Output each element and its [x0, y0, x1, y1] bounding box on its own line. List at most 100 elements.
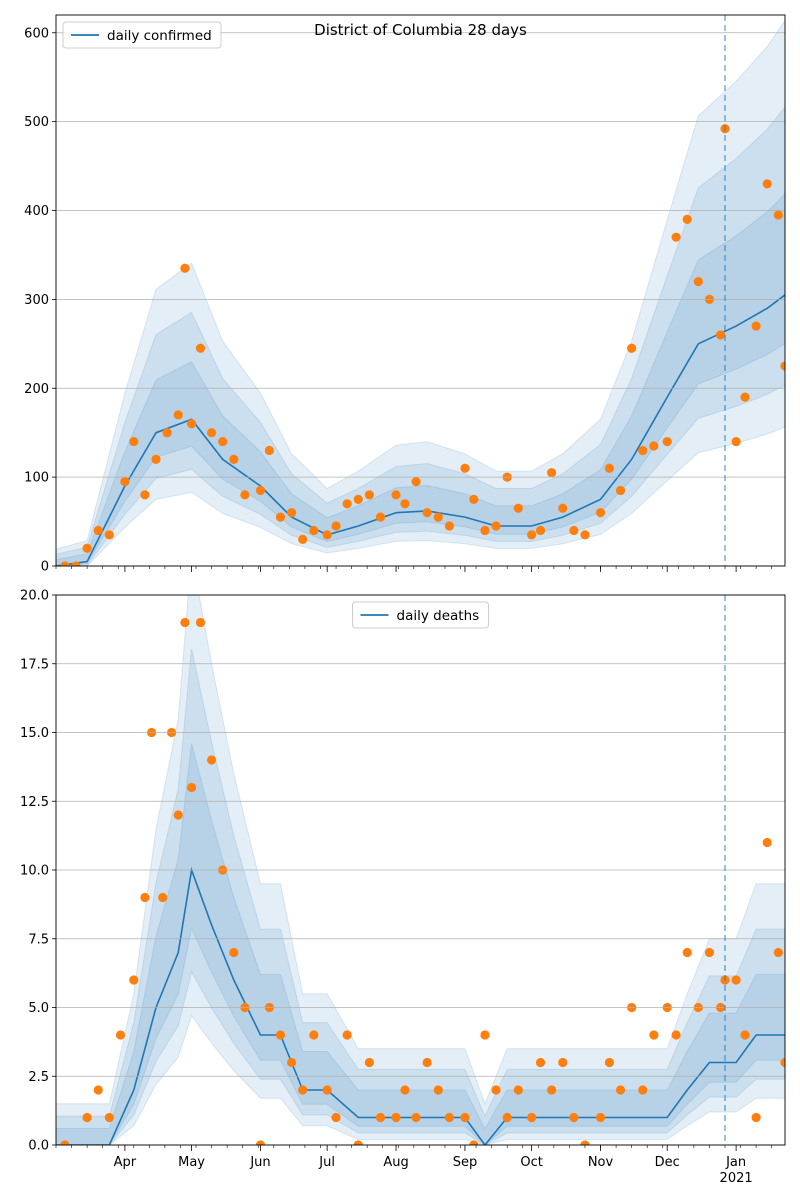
- data-point: [558, 503, 568, 513]
- plot-area: [56, 19, 785, 566]
- data-point: [762, 179, 772, 189]
- data-point: [400, 1085, 410, 1095]
- y-tick-label: 600: [24, 26, 49, 41]
- x-tick-label: Jan: [725, 1155, 746, 1170]
- y-tick-label: 100: [24, 471, 49, 486]
- data-point: [364, 1057, 374, 1068]
- data-point: [513, 503, 523, 513]
- x-tick-label: Aug: [383, 1155, 408, 1170]
- data-point: [375, 512, 386, 522]
- data-point: [375, 1112, 386, 1123]
- uncertainty-band-2: [56, 106, 785, 566]
- data-point: [173, 810, 183, 820]
- legend-box: [62, 21, 222, 49]
- data-point: [444, 521, 454, 531]
- data-point: [460, 463, 470, 473]
- data-point: [671, 1030, 681, 1040]
- data-point: [104, 1112, 114, 1123]
- data-point: [93, 525, 103, 536]
- data-point: [638, 1085, 648, 1095]
- y-tick-label: 17.5: [20, 657, 49, 672]
- data-point: [353, 494, 363, 504]
- y-tick-label: 500: [24, 115, 49, 130]
- data-point: [322, 530, 332, 540]
- data-point: [527, 1112, 537, 1123]
- data-point: [615, 485, 626, 496]
- data-point: [580, 530, 590, 540]
- data-point: [229, 454, 239, 464]
- legend-box: [352, 601, 489, 629]
- data-point: [480, 1030, 490, 1040]
- data-point: [762, 837, 772, 848]
- y-tick-label: 400: [24, 204, 49, 219]
- data-point: [104, 530, 114, 540]
- data-point: [604, 1057, 615, 1068]
- data-point: [240, 490, 250, 500]
- data-point: [682, 214, 692, 225]
- data-point: [460, 1112, 470, 1123]
- data-point: [751, 321, 761, 331]
- deaths-panel: 0.0 2.5 5.0 7.5 10.0 12.5 15.0 17.5 20.0 Apr May Ju…: [20, 589, 786, 1186]
- x-year-label: 2021: [720, 1171, 753, 1186]
- data-point: [627, 343, 637, 353]
- data-point: [286, 1057, 297, 1068]
- data-point: [342, 499, 352, 509]
- data-point: [535, 1057, 546, 1068]
- data-point: [502, 1112, 512, 1123]
- data-point: [444, 1112, 454, 1123]
- data-point: [391, 1112, 401, 1123]
- data-point: [129, 975, 139, 985]
- y-tick-label: 0.0: [28, 1139, 49, 1154]
- data-point: [180, 617, 190, 628]
- data-point: [309, 1030, 319, 1040]
- x-tick-label: May: [178, 1155, 205, 1170]
- data-point: [151, 454, 161, 464]
- data-point: [535, 525, 546, 536]
- data-point: [364, 490, 374, 500]
- data-point: [433, 512, 443, 522]
- data-point: [773, 210, 783, 220]
- data-point: [255, 485, 266, 496]
- data-point: [120, 476, 130, 487]
- legend: daily deaths: [352, 601, 489, 629]
- data-point: [422, 1057, 432, 1068]
- data-point: [286, 508, 297, 518]
- x-tick-label: Sep: [453, 1155, 478, 1170]
- data-point: [129, 436, 139, 447]
- data-point: [740, 1030, 750, 1040]
- data-point: [715, 330, 726, 340]
- data-point: [649, 1030, 659, 1040]
- data-point: [615, 1085, 626, 1095]
- data-point: [558, 1057, 568, 1068]
- data-point: [218, 436, 228, 447]
- y-tick-label: 15.0: [20, 726, 49, 741]
- data-point: [422, 508, 432, 518]
- data-point: [595, 1112, 606, 1123]
- x-tick-label: Oct: [520, 1155, 542, 1170]
- data-point: [649, 441, 659, 451]
- axes-frame: [55, 14, 786, 567]
- x-tick-label: Jun: [249, 1155, 270, 1170]
- data-point: [71, 561, 81, 566]
- data-point: [255, 1140, 266, 1145]
- data-point: [186, 419, 197, 429]
- data-point: [173, 410, 183, 420]
- y-tick-label: 12.5: [20, 795, 49, 810]
- data-point: [342, 1030, 352, 1040]
- data-point: [780, 1057, 785, 1068]
- data-point: [638, 445, 648, 456]
- y-tick-label: 7.5: [28, 932, 49, 947]
- data-point: [671, 232, 681, 242]
- data-point: [229, 947, 239, 958]
- data-point: [731, 975, 741, 985]
- data-point: [180, 263, 190, 273]
- data-point: [780, 361, 785, 371]
- legend-label: daily deaths: [397, 608, 480, 624]
- y-tick-label: 300: [24, 293, 49, 308]
- x-tick-label: Dec: [655, 1155, 680, 1170]
- data-point: [206, 428, 217, 438]
- data-point: [662, 436, 672, 447]
- uncertainty-band-2: [56, 648, 785, 1145]
- data-point: [322, 1085, 332, 1095]
- legend: daily confirmed: [62, 21, 222, 49]
